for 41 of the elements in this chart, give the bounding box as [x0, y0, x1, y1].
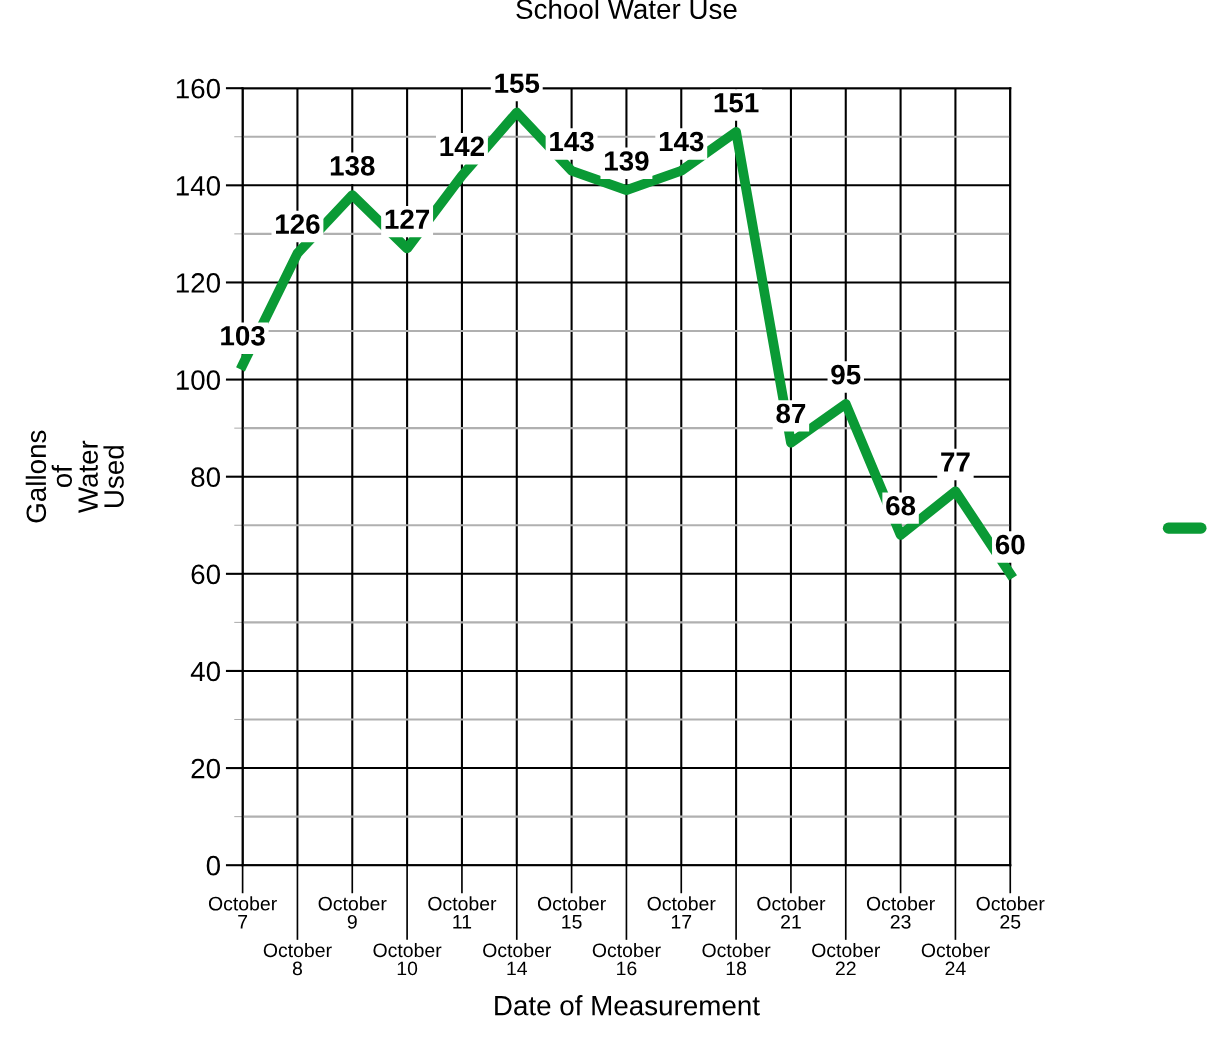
data-label: 87	[776, 403, 806, 424]
x-tick-label: October 21	[757, 896, 826, 929]
data-label: 103	[221, 325, 265, 346]
x-axis-title: Date of Measurement	[495, 995, 760, 1016]
data-label: 77	[941, 452, 970, 472]
x-tick-label: October 15	[537, 896, 606, 929]
data-label: 139	[605, 151, 649, 171]
y-axis-title: Gallons of Water Used	[25, 430, 124, 523]
y-tick-label: 120	[176, 273, 220, 293]
x-tick-label: October 10	[373, 942, 442, 976]
y-tick-label: 60	[191, 564, 220, 585]
data-label: 151	[714, 93, 759, 113]
x-tick-label: October 11	[428, 896, 497, 929]
data-label: 126	[276, 214, 320, 234]
x-tick-label: October 9	[318, 896, 387, 929]
data-label: 138	[330, 155, 375, 176]
y-tick-label: 100	[176, 370, 220, 390]
data-label: 68	[886, 495, 916, 516]
data-label: 142	[440, 136, 484, 156]
x-tick-label: October 16	[592, 942, 661, 976]
y-tick-label: 20	[191, 758, 220, 779]
x-tick-label: October 14	[483, 942, 552, 976]
data-label: 155	[495, 73, 540, 94]
x-tick-label: October 24	[921, 942, 990, 976]
y-tick-label: 80	[191, 467, 220, 488]
x-tick-label: October 8	[263, 942, 332, 976]
data-label: 95	[831, 364, 861, 385]
x-tick-label: October 22	[812, 942, 881, 976]
data-label: 60	[995, 534, 1025, 555]
data-label: 143	[550, 131, 594, 152]
x-tick-label: October 7	[208, 896, 277, 929]
x-tick-label: October 23	[866, 896, 935, 929]
y-tick-label: 140	[176, 175, 220, 196]
x-tick-label: October 25	[976, 896, 1045, 929]
data-label: 143	[659, 131, 704, 152]
x-tick-label: October 17	[647, 896, 716, 929]
y-tick-label: 160	[176, 78, 220, 99]
y-tick-label: 40	[190, 661, 220, 682]
y-tick-label: 0	[206, 855, 220, 876]
x-tick-label: October 18	[702, 942, 771, 976]
data-label: 127	[385, 209, 430, 229]
